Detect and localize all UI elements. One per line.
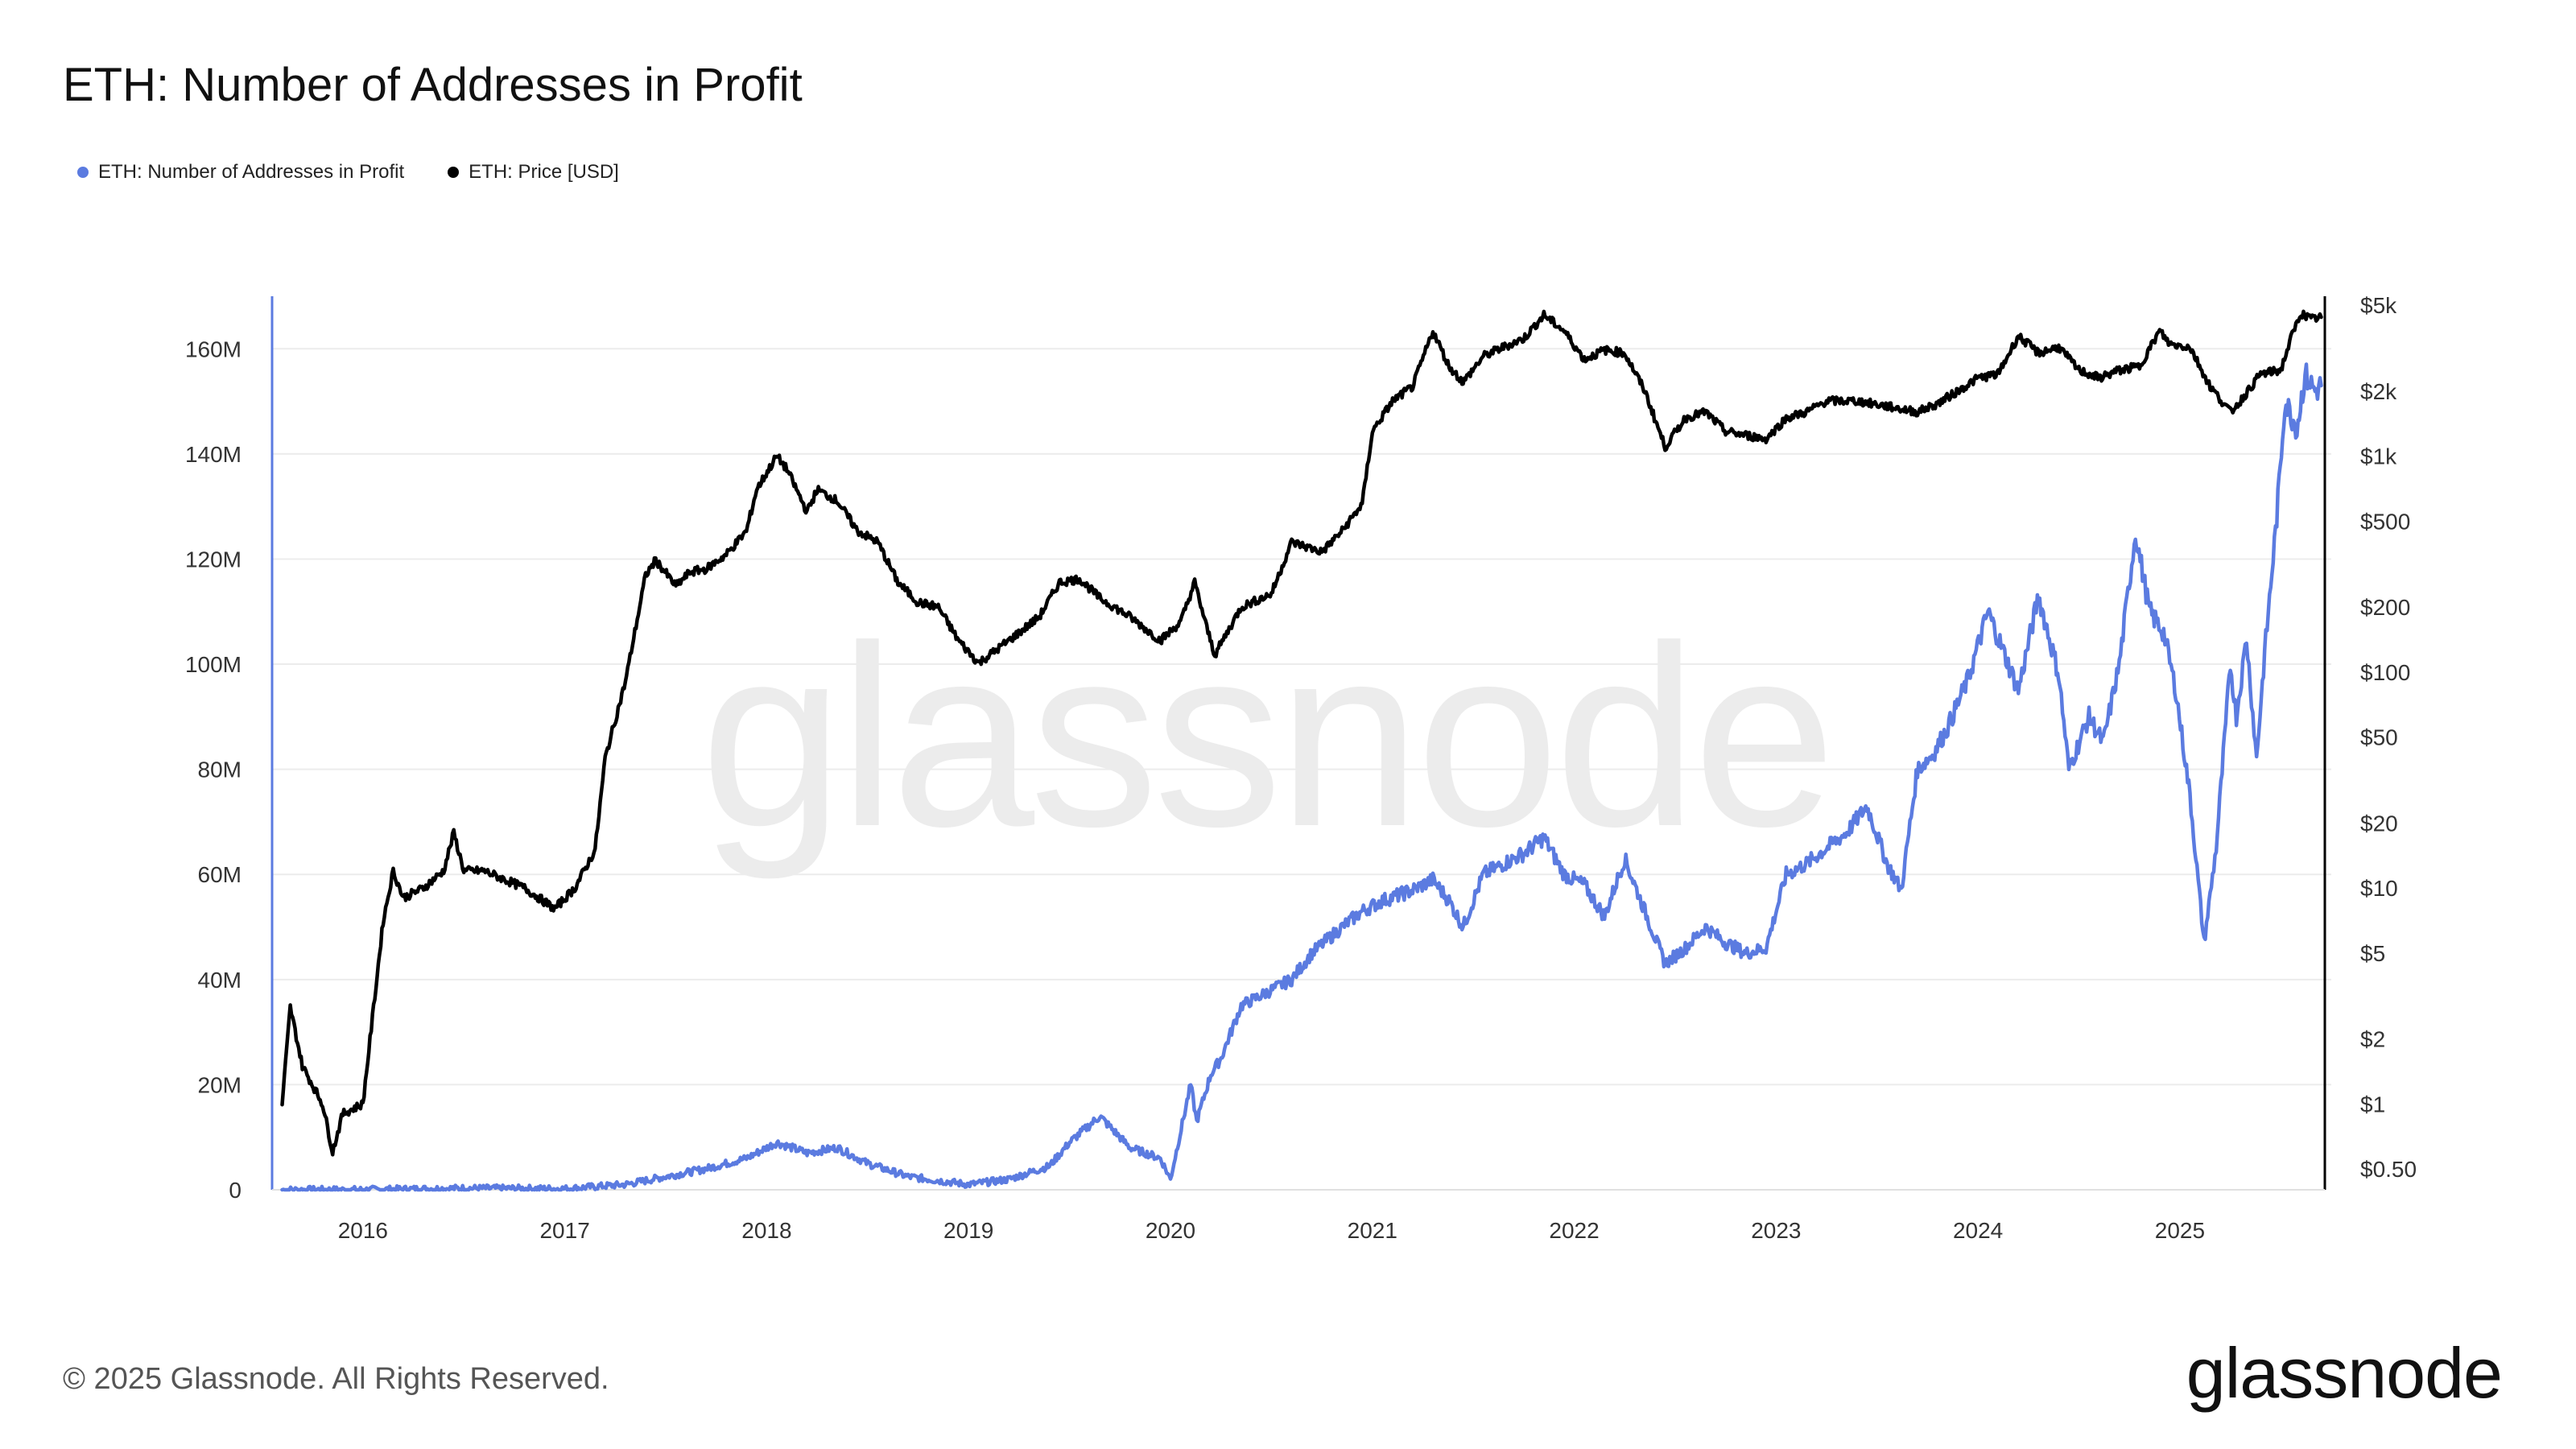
- x-tick-label: 2016: [338, 1218, 388, 1243]
- x-tick-label: 2025: [2155, 1218, 2205, 1243]
- y-right-tick-label: $2k: [2360, 379, 2397, 404]
- x-tick-label: 2021: [1348, 1218, 1397, 1243]
- x-tick-label: 2017: [539, 1218, 589, 1243]
- series-line-price: [280, 309, 2323, 1157]
- legend: ETH: Number of Addresses in Profit ETH: …: [77, 161, 619, 184]
- legend-label-addresses: ETH: Number of Addresses in Profit: [98, 161, 405, 183]
- y-left-tick-label: 160M: [185, 336, 242, 361]
- y-right-tick-label: $100: [2360, 660, 2410, 685]
- y-right-tick-label: $5k: [2360, 293, 2397, 318]
- series-line-addresses: [280, 362, 2323, 1192]
- y-right-tick-label: $10: [2360, 876, 2398, 901]
- y-right-tick-label: $5: [2360, 941, 2385, 966]
- y-left-tick-label: 0: [229, 1178, 242, 1203]
- y-right-tick-label: $1k: [2360, 444, 2397, 469]
- y-left-tick-label: 80M: [198, 758, 242, 782]
- legend-item-addresses[interactable]: ETH: Number of Addresses in Profit: [77, 161, 404, 184]
- x-tick-label: 2020: [1146, 1218, 1195, 1243]
- y-right-tick-label: $20: [2360, 811, 2398, 836]
- glassnode-logo: glassnode: [2186, 1333, 2503, 1413]
- copyright-footer: © 2025 Glassnode. All Rights Reserved.: [63, 1362, 609, 1396]
- x-tick-label: 2018: [741, 1218, 791, 1243]
- y-left-tick-label: 60M: [198, 862, 242, 887]
- y-right-tick-label: $500: [2360, 509, 2410, 534]
- y-left-tick-label: 100M: [185, 652, 242, 677]
- y-left-tick-label: 140M: [185, 442, 242, 467]
- y-right-tick-label: $0.50: [2360, 1157, 2417, 1182]
- legend-item-price[interactable]: ETH: Price [USD]: [448, 161, 619, 184]
- y-right-tick-label: $200: [2360, 595, 2410, 620]
- x-tick-label: 2022: [1549, 1218, 1599, 1243]
- y-left-tick-label: 20M: [198, 1072, 242, 1097]
- y-right-tick-label: $2: [2360, 1027, 2385, 1052]
- chart-title: ETH: Number of Addresses in Profit: [63, 59, 803, 111]
- y-left-tick-label: 120M: [185, 547, 242, 572]
- legend-label-price: ETH: Price [USD]: [469, 161, 619, 183]
- legend-swatch-addresses: [77, 167, 89, 178]
- y-left-tick-label: 40M: [198, 968, 242, 993]
- legend-swatch-price: [448, 167, 460, 178]
- watermark: glassnode: [700, 592, 1836, 880]
- y-right-tick-label: $50: [2360, 725, 2398, 750]
- x-tick-label: 2023: [1751, 1218, 1801, 1243]
- y-right-tick-label: $1: [2360, 1092, 2385, 1117]
- x-tick-label: 2019: [943, 1218, 993, 1243]
- x-tick-label: 2024: [1953, 1218, 2003, 1243]
